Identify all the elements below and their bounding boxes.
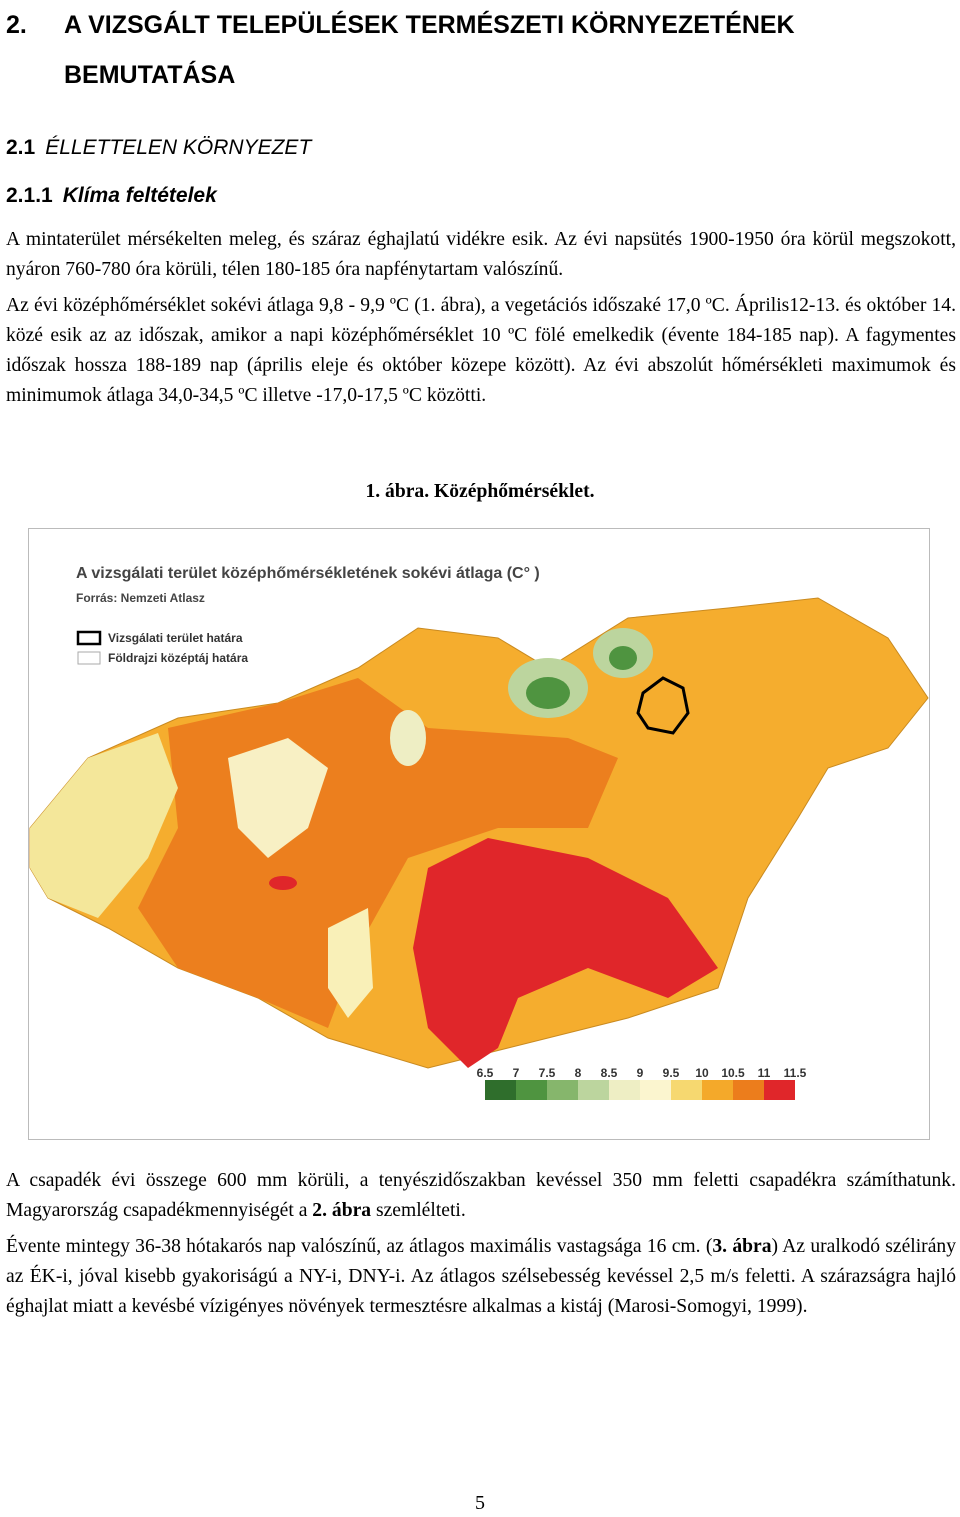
scale-swatch [671,1080,702,1100]
scale-swatch [640,1080,671,1100]
paragraph: A csapadék évi összege 600 mm körüli, a … [6,1166,956,1226]
scale-label: 6.5 [477,1066,494,1080]
zone-pale-south [328,908,373,1018]
heading-number: 2. [6,11,27,39]
scale-label: 10 [695,1066,709,1080]
bold-text: 3. ábra [712,1236,772,1257]
legend-swatch [76,630,102,646]
page-number: 5 [475,1492,485,1514]
map-source: Forrás: Nemzeti Atlasz [76,591,205,605]
heading-title: ÉLLETTELEN KÖRNYEZET [45,136,312,159]
text-block: A mintaterület mérsékelten meleg, és szá… [6,225,956,417]
scale-label: 8.5 [601,1066,618,1080]
heading-1: 2. A VIZSGÁLT TELEPÜLÉSEK TERMÉSZETI KÖR… [6,0,944,100]
text: szemlélteti. [371,1200,466,1221]
text: ) Az uralkodó szélirány az ÉK-i, jóval k… [6,1236,957,1317]
color-scale: 6.5 7 7.5 8 8.5 9 9.5 10 10.5 11 11.5 [477,1066,807,1100]
paragraph: Az évi középhőmérséklet sokévi átlaga 9,… [6,291,956,411]
zone-hills [526,677,570,709]
legend-label: Földrajzi középtáj határa [108,651,248,665]
text: A csapadék évi összege 600 mm körüli, a … [6,1170,956,1221]
scale-label: 11 [758,1066,771,1080]
scale-swatch [609,1080,640,1100]
legend-label: Vizsgálati terület határa [108,631,243,645]
zone-hills [609,646,637,670]
text: Évente mintegy 36-38 hótakarós nap valós… [6,1236,713,1257]
heading-2: 2.1 ÉLLETTELEN KÖRNYEZET [6,136,311,160]
zone-red [413,838,718,1068]
scale-swatch [578,1080,609,1100]
heading-number: 2.1 [6,136,36,159]
map-title: A vizsgálati terület középhőmérsékleténe… [76,565,540,582]
scale-label: 10.5 [721,1066,745,1080]
heading-title: Klíma feltételek [62,184,217,207]
scale-swatch [547,1080,578,1100]
scale-label: 8 [575,1066,582,1080]
map-figure: Vizsgálati terület határa Földrajzi közép… [28,528,930,1140]
zone-hills [390,710,426,766]
scale-label: 9 [637,1066,644,1080]
bold-text: 2. ábra [312,1200,372,1221]
scale-label: 7 [513,1066,520,1080]
text: A mintaterület mérsékelten meleg, és szá… [6,229,956,280]
zone-pale-west [30,733,178,918]
heading-number: 2.1.1 [6,184,53,207]
scale-label: 11.5 [784,1066,807,1080]
zone-light-north [228,738,328,858]
paragraph: A mintaterület mérsékelten meleg, és szá… [6,225,956,285]
heading-3: 2.1.1 Klíma feltételek [6,184,217,208]
scale-swatch [764,1080,795,1100]
text-block: A csapadék évi összege 600 mm körüli, a … [6,1166,956,1328]
study-area-border [636,676,690,735]
zone-hot-spot [269,876,297,890]
paragraph: Évente mintegy 36-38 hótakarós nap valós… [6,1232,956,1322]
text: Az évi középhőmérséklet sokévi átlaga 9,… [6,295,956,406]
legend: Vizsgálati terület határa Földrajzi közép… [76,630,248,665]
scale-label: 9.5 [663,1066,680,1080]
scale-swatch [516,1080,547,1100]
scale-swatch [485,1080,516,1100]
legend-swatch [77,651,101,665]
heading-title: A VIZSGÁLT TELEPÜLÉSEK TERMÉSZETI KÖRNYE… [64,11,795,89]
scale-swatch [702,1080,733,1100]
figure-caption: 1. ábra. Középhőmérséklet. [365,481,595,502]
scale-label: 7.5 [539,1066,556,1080]
scale-swatch [733,1080,764,1100]
